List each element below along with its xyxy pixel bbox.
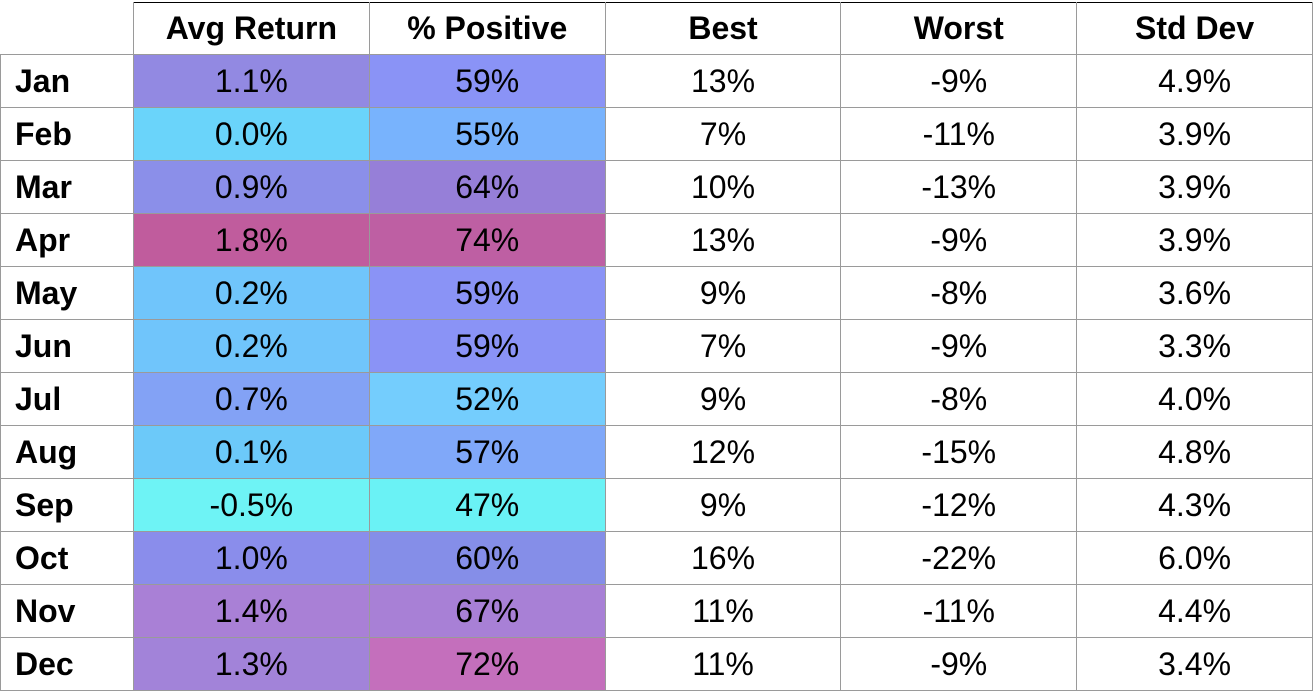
std-dev-cell: 3.6% — [1076, 266, 1313, 320]
best-cell: 13% — [604, 213, 842, 267]
best-cell: 11% — [604, 584, 842, 638]
worst-cell: -11% — [840, 107, 1078, 161]
table-row: Aug 0.1% 57% 12% -15% 4.8% — [0, 425, 1313, 479]
avg-return-cell: 1.3% — [132, 637, 370, 691]
table-row: Oct 1.0% 60% 16% -22% 6.0% — [0, 531, 1313, 585]
avg-return-cell: 0.2% — [132, 319, 370, 373]
avg-return-cell: 0.0% — [132, 107, 370, 161]
best-cell: 16% — [604, 531, 842, 585]
table-row: Jun 0.2% 59% 7% -9% 3.3% — [0, 319, 1313, 373]
avg-return-cell: 0.1% — [132, 425, 370, 479]
month-label: Aug — [0, 425, 134, 479]
header-avg-return: Avg Return — [132, 2, 370, 55]
std-dev-cell: 4.9% — [1076, 54, 1313, 108]
month-label: Sep — [0, 478, 134, 532]
worst-cell: -8% — [840, 266, 1078, 320]
table-row: May 0.2% 59% 9% -8% 3.6% — [0, 266, 1313, 320]
worst-cell: -15% — [840, 425, 1078, 479]
pct-positive-cell: 52% — [368, 372, 606, 426]
table-row: Sep -0.5% 47% 9% -12% 4.3% — [0, 478, 1313, 532]
std-dev-cell: 3.3% — [1076, 319, 1313, 373]
worst-cell: -11% — [840, 584, 1078, 638]
month-label: Feb — [0, 107, 134, 161]
std-dev-cell: 4.4% — [1076, 584, 1313, 638]
pct-positive-cell: 64% — [368, 160, 606, 214]
pct-positive-cell: 59% — [368, 266, 606, 320]
pct-positive-cell: 67% — [368, 584, 606, 638]
month-label: Jan — [0, 54, 134, 108]
header-corner — [0, 2, 134, 55]
pct-positive-cell: 55% — [368, 107, 606, 161]
worst-cell: -9% — [840, 637, 1078, 691]
std-dev-cell: 4.3% — [1076, 478, 1313, 532]
pct-positive-cell: 72% — [368, 637, 606, 691]
avg-return-cell: -0.5% — [132, 478, 370, 532]
avg-return-cell: 1.0% — [132, 531, 370, 585]
std-dev-cell: 3.9% — [1076, 107, 1313, 161]
best-cell: 9% — [604, 478, 842, 532]
pct-positive-cell: 60% — [368, 531, 606, 585]
best-cell: 12% — [604, 425, 842, 479]
month-label: Jun — [0, 319, 134, 373]
std-dev-cell: 3.9% — [1076, 160, 1313, 214]
avg-return-cell: 0.9% — [132, 160, 370, 214]
worst-cell: -13% — [840, 160, 1078, 214]
table-row: Apr 1.8% 74% 13% -9% 3.9% — [0, 213, 1313, 267]
best-cell: 9% — [604, 372, 842, 426]
header-row: Avg Return % Positive Best Worst Std Dev — [0, 2, 1313, 55]
table-row: Mar 0.9% 64% 10% -13% 3.9% — [0, 160, 1313, 214]
std-dev-cell: 4.8% — [1076, 425, 1313, 479]
avg-return-cell: 0.7% — [132, 372, 370, 426]
table-row: Nov 1.4% 67% 11% -11% 4.4% — [0, 584, 1313, 638]
avg-return-cell: 1.4% — [132, 584, 370, 638]
worst-cell: -9% — [840, 54, 1078, 108]
pct-positive-cell: 59% — [368, 319, 606, 373]
table-row: Dec 1.3% 72% 11% -9% 3.4% — [0, 637, 1313, 691]
std-dev-cell: 3.9% — [1076, 213, 1313, 267]
month-label: May — [0, 266, 134, 320]
month-label: Dec — [0, 637, 134, 691]
month-label: Apr — [0, 213, 134, 267]
pct-positive-cell: 59% — [368, 54, 606, 108]
header-best: Best — [604, 2, 842, 55]
month-label: Oct — [0, 531, 134, 585]
std-dev-cell: 4.0% — [1076, 372, 1313, 426]
avg-return-cell: 1.8% — [132, 213, 370, 267]
header-pct-positive: % Positive — [368, 2, 606, 55]
worst-cell: -12% — [840, 478, 1078, 532]
avg-return-cell: 1.1% — [132, 54, 370, 108]
best-cell: 9% — [604, 266, 842, 320]
pct-positive-cell: 47% — [368, 478, 606, 532]
worst-cell: -9% — [840, 213, 1078, 267]
month-label: Jul — [0, 372, 134, 426]
header-worst: Worst — [840, 2, 1078, 55]
std-dev-cell: 3.4% — [1076, 637, 1313, 691]
table-row: Jul 0.7% 52% 9% -8% 4.0% — [0, 372, 1313, 426]
table-row: Feb 0.0% 55% 7% -11% 3.9% — [0, 107, 1313, 161]
table-row: Jan 1.1% 59% 13% -9% 4.9% — [0, 54, 1313, 108]
best-cell: 11% — [604, 637, 842, 691]
pct-positive-cell: 57% — [368, 425, 606, 479]
best-cell: 7% — [604, 107, 842, 161]
best-cell: 13% — [604, 54, 842, 108]
std-dev-cell: 6.0% — [1076, 531, 1313, 585]
worst-cell: -22% — [840, 531, 1078, 585]
month-label: Mar — [0, 160, 134, 214]
table-body: Jan 1.1% 59% 13% -9% 4.9% Feb 0.0% 55% 7% -11% 3.9%… — [0, 54, 1313, 691]
worst-cell: -8% — [840, 372, 1078, 426]
best-cell: 7% — [604, 319, 842, 373]
avg-return-cell: 0.2% — [132, 266, 370, 320]
pct-positive-cell: 74% — [368, 213, 606, 267]
best-cell: 10% — [604, 160, 842, 214]
worst-cell: -9% — [840, 319, 1078, 373]
header-std-dev: Std Dev — [1076, 2, 1313, 55]
month-label: Nov — [0, 584, 134, 638]
